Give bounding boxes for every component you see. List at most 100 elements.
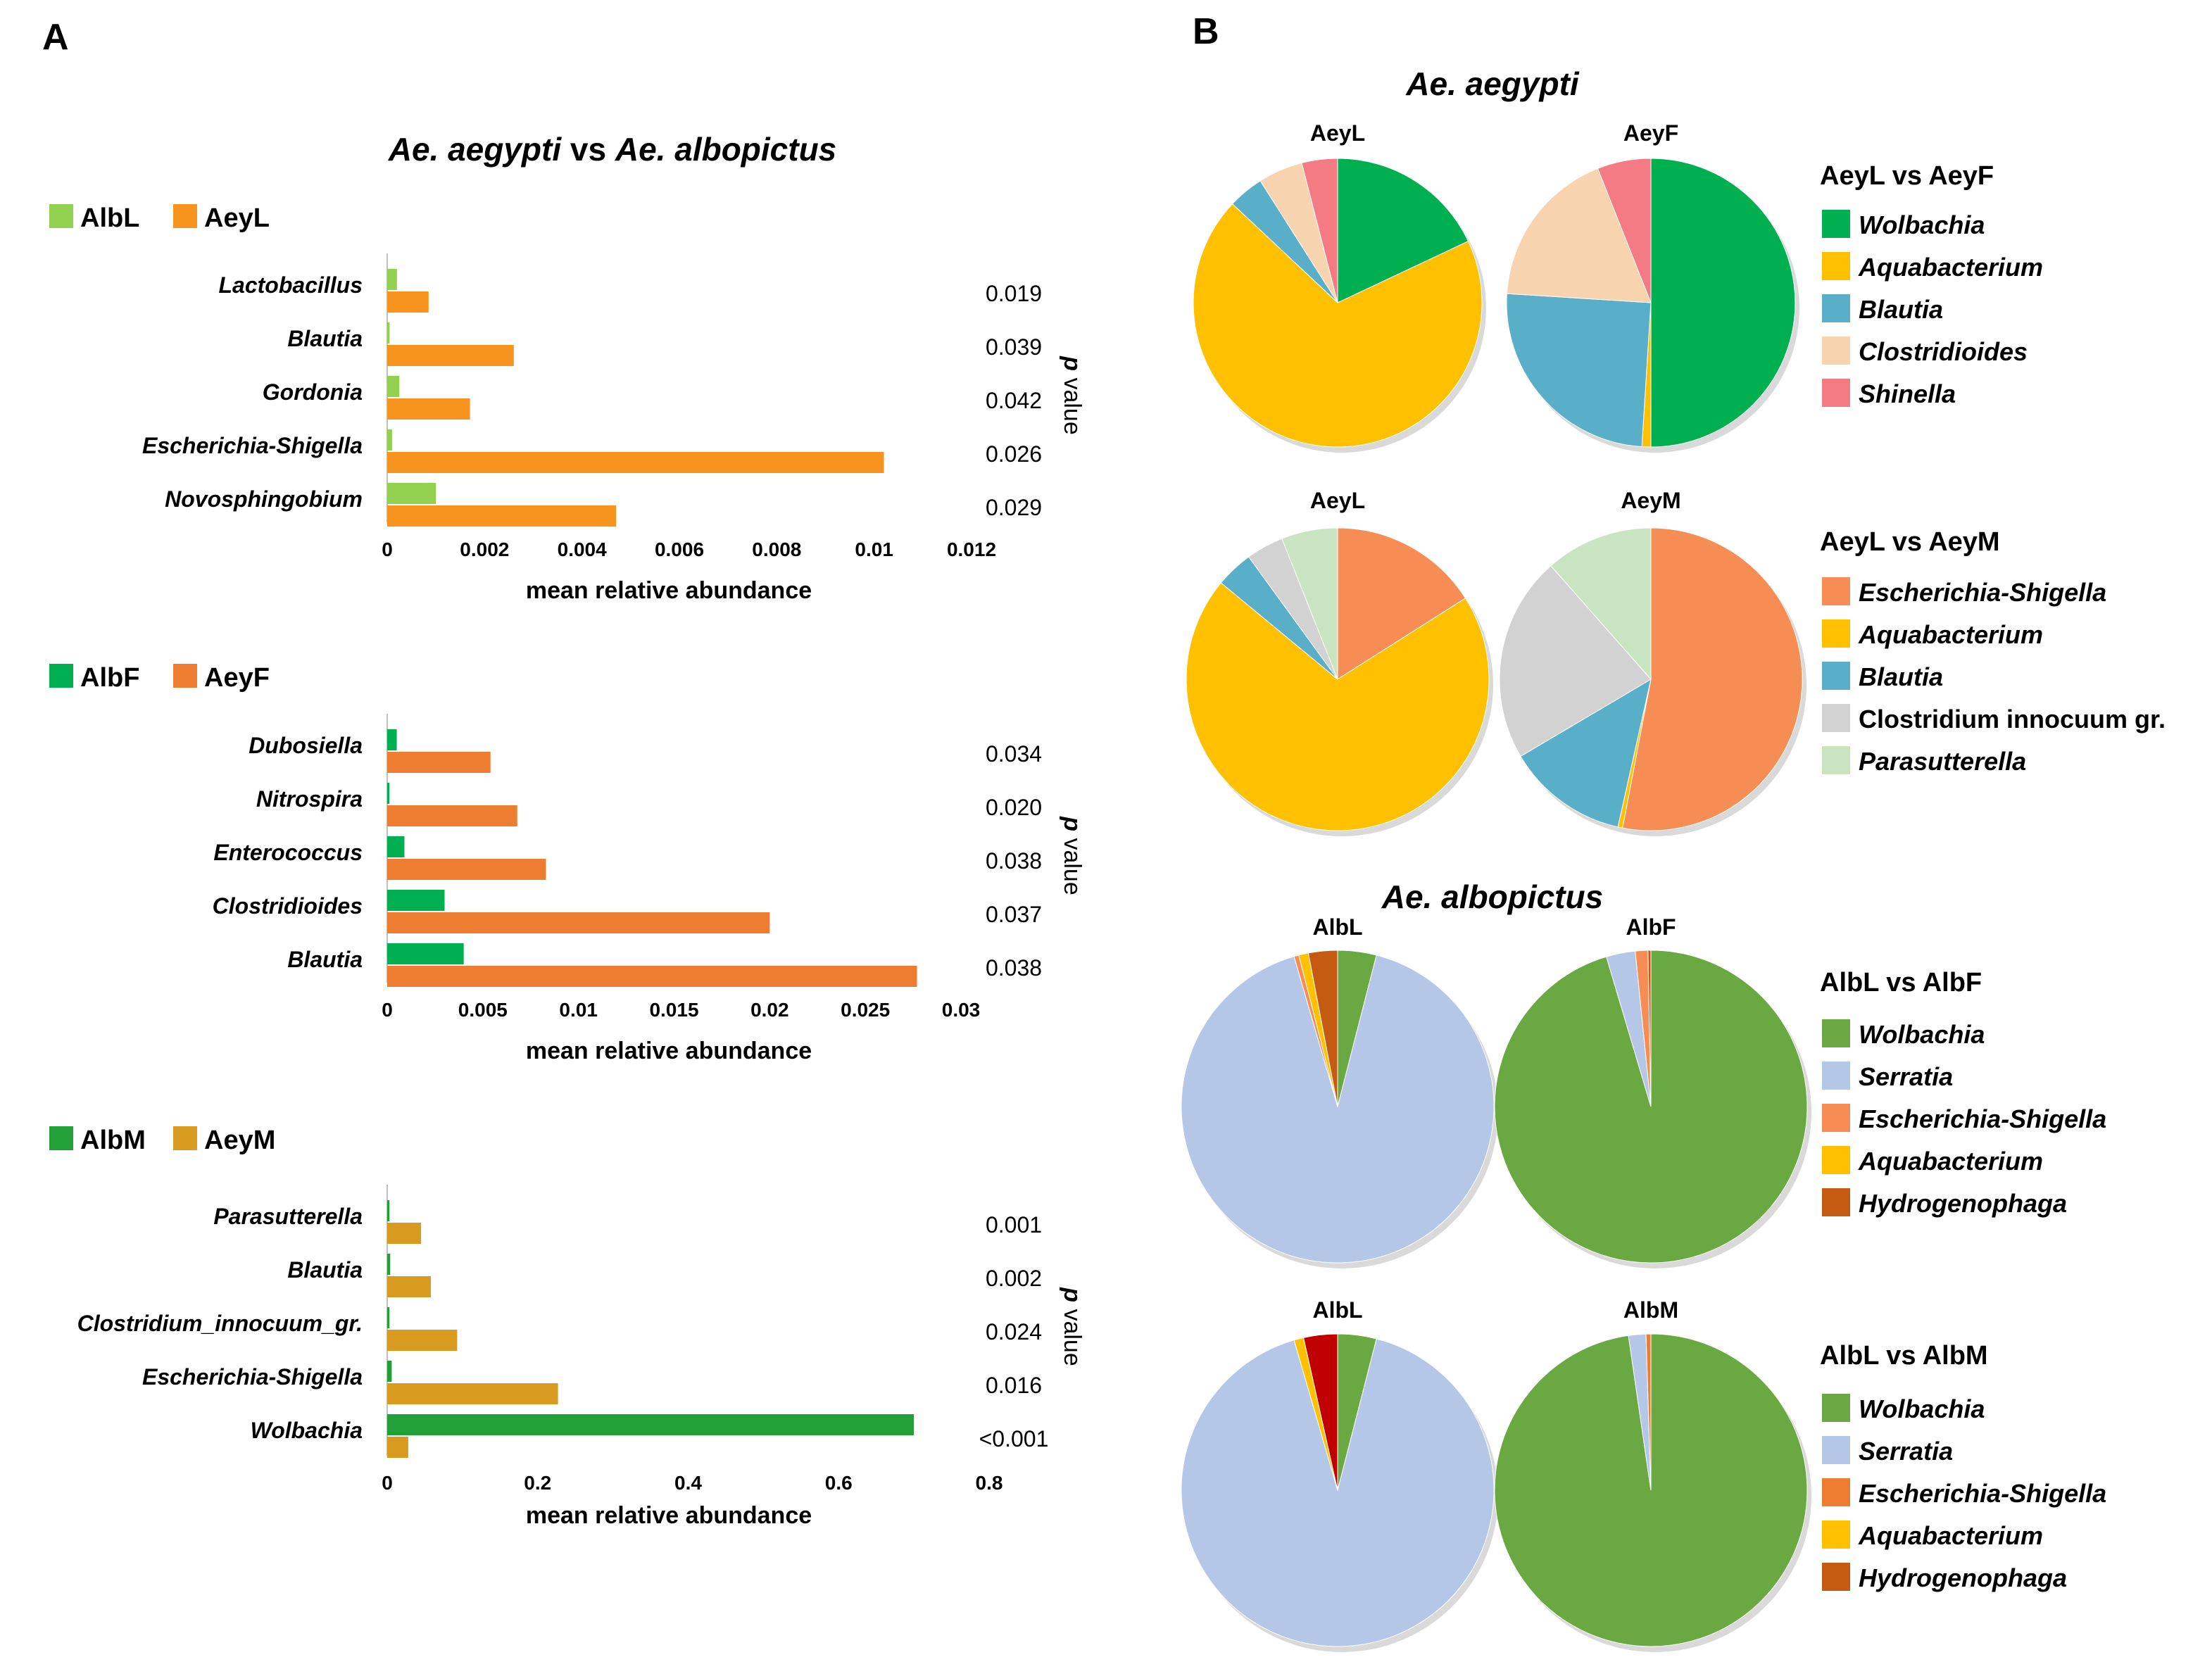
pie-slice [1186, 582, 1490, 831]
bar-aeyf [387, 805, 517, 826]
pie-legend-label: Clostridium innocuum gr. [1859, 705, 2166, 733]
pie-aeyf [1506, 158, 1799, 453]
p-value-axis-label: p value [1059, 816, 1086, 895]
pie-slice [1650, 158, 1796, 448]
bar-aeyl [387, 452, 884, 473]
bar-aeyf [387, 966, 917, 987]
p-value-axis-label: p value [1059, 355, 1086, 435]
p-value: 0.026 [986, 441, 1042, 467]
pie-legend-swatch [1822, 1394, 1850, 1422]
pie-legend-swatch [1822, 619, 1850, 648]
pie-legend-label: Aquabacterium [1858, 1521, 2043, 1550]
pie-legend-label: Aquabacterium [1858, 620, 2043, 649]
legend-swatch-aeyf [173, 664, 197, 688]
pie-legend-label: Escherichia-Shigella [1859, 578, 2106, 607]
pie-legend-swatch [1822, 1104, 1850, 1132]
p-value: 0.038 [986, 848, 1042, 874]
pie-legend-title: AlbL vs AlbF [1820, 968, 1982, 997]
tick-label: 0.008 [752, 539, 801, 560]
tick-label: 0.6 [825, 1472, 853, 1494]
pie-label: AlbL [1312, 914, 1362, 940]
p-value-label-rest: value [1059, 371, 1086, 435]
p-value: 0.016 [986, 1373, 1042, 1398]
tick-label: 0.012 [947, 539, 996, 560]
bar-aeym [387, 1383, 558, 1404]
bar-albl [387, 429, 392, 451]
tick-label: 0.2 [524, 1472, 551, 1494]
legend-label-albl: AlbL [80, 203, 139, 233]
pie-slice [1506, 168, 1652, 303]
pie-legend-title: AeyL vs AeyM [1820, 527, 2000, 557]
category-label: Blautia [287, 947, 363, 972]
group-title: Ae. aegypti [1405, 65, 1580, 102]
category-label: Gordonia [263, 379, 363, 405]
pie-slice [1193, 203, 1483, 448]
bar-chart-1: AlbL AeyL Lactobacillus 0.019 Blautia 0.039 Go… [49, 203, 1086, 604]
legend-label-albm: AlbM [80, 1126, 146, 1155]
x-axis-label: mean relative abundance [526, 577, 812, 604]
tick-label: 0.025 [841, 999, 890, 1021]
pie-albf [1494, 950, 1811, 1268]
bar-albf [387, 836, 405, 857]
bar-aeym [387, 1437, 408, 1458]
category-label: Novosphingobium [165, 486, 363, 512]
pie-group-2: Ae. albopictus AlbL AlbF AlbL vs AlbF Wolbac… [1181, 878, 2106, 1652]
bar-albm [387, 1200, 390, 1221]
p-value-label-p: p [1059, 1287, 1086, 1302]
panel-a-title-vs: vs [561, 131, 615, 168]
category-label: Escherichia-Shigella [142, 433, 363, 458]
bar-aeyl [387, 398, 470, 420]
tick-label: 0 [382, 1472, 393, 1494]
bar-aeym [387, 1330, 458, 1351]
pie-aeyl [1186, 527, 1493, 836]
category-label: Dubosiella [249, 733, 363, 758]
pie-label: AlbM [1623, 1297, 1678, 1323]
category-label: Clostridioides [213, 893, 363, 919]
panel-a-title-species-2: Ae. albopictus [615, 131, 836, 168]
category-label: Clostridium_innocuum_gr. [77, 1311, 363, 1336]
tick-label: 0.02 [750, 999, 789, 1021]
pie-legend-swatch [1822, 1188, 1850, 1216]
p-value-label-p: p [1059, 816, 1086, 831]
pie-legend-label: Serratia [1859, 1437, 1953, 1466]
bar-albf [387, 729, 397, 750]
pie-legend-swatch [1822, 1019, 1850, 1047]
pie-slice [1645, 1333, 1652, 1491]
panel-label-b: B [1193, 11, 1219, 52]
pie-label: AeyL [1310, 120, 1365, 146]
tick-label: 0.002 [460, 539, 509, 560]
tick-label: 0.004 [558, 539, 607, 560]
bar-albf [387, 783, 389, 804]
pie-legend-label: Parasutterella [1859, 747, 2026, 776]
bar-aeyl [387, 505, 617, 527]
category-label: Blautia [287, 326, 363, 351]
bar-albl [387, 269, 397, 290]
pie-aeyl [1193, 158, 1486, 453]
pie-slice [1499, 565, 1652, 757]
pie-legend-swatch [1822, 1436, 1850, 1464]
legend-label-aeym: AeyM [204, 1126, 275, 1155]
p-value: 0.037 [986, 902, 1042, 927]
p-value-axis-label: p value [1059, 1287, 1086, 1366]
legend-swatch-albm [49, 1126, 73, 1150]
legend-label-albf: AlbF [80, 663, 139, 693]
pie-slice [1302, 1333, 1338, 1491]
tick-label: 0.01 [855, 539, 893, 560]
legend-label-aeyf: AeyF [204, 663, 270, 693]
pie-legend-swatch [1822, 1062, 1850, 1090]
category-label: Blautia [287, 1257, 363, 1283]
bar-aeyf [387, 912, 770, 933]
pie-slice [1506, 293, 1652, 448]
tick-label: 0.8 [976, 1472, 1003, 1494]
pie-legend-swatch [1822, 294, 1850, 322]
p-value: 0.002 [986, 1266, 1042, 1291]
pie-legend-label: Aquabacterium [1858, 253, 2043, 282]
tick-label: 0 [382, 999, 393, 1021]
bar-chart-3: AlbM AeyM Parasutterella 0.001 Blautia 0.002 C… [49, 1126, 1086, 1529]
p-value: 0.001 [986, 1212, 1042, 1237]
pie-slice [1307, 950, 1338, 1107]
p-value: 0.019 [986, 281, 1042, 306]
category-label: Parasutterella [213, 1204, 363, 1229]
pie-legend-swatch [1822, 379, 1850, 407]
x-axis-label: mean relative abundance [526, 1502, 812, 1529]
